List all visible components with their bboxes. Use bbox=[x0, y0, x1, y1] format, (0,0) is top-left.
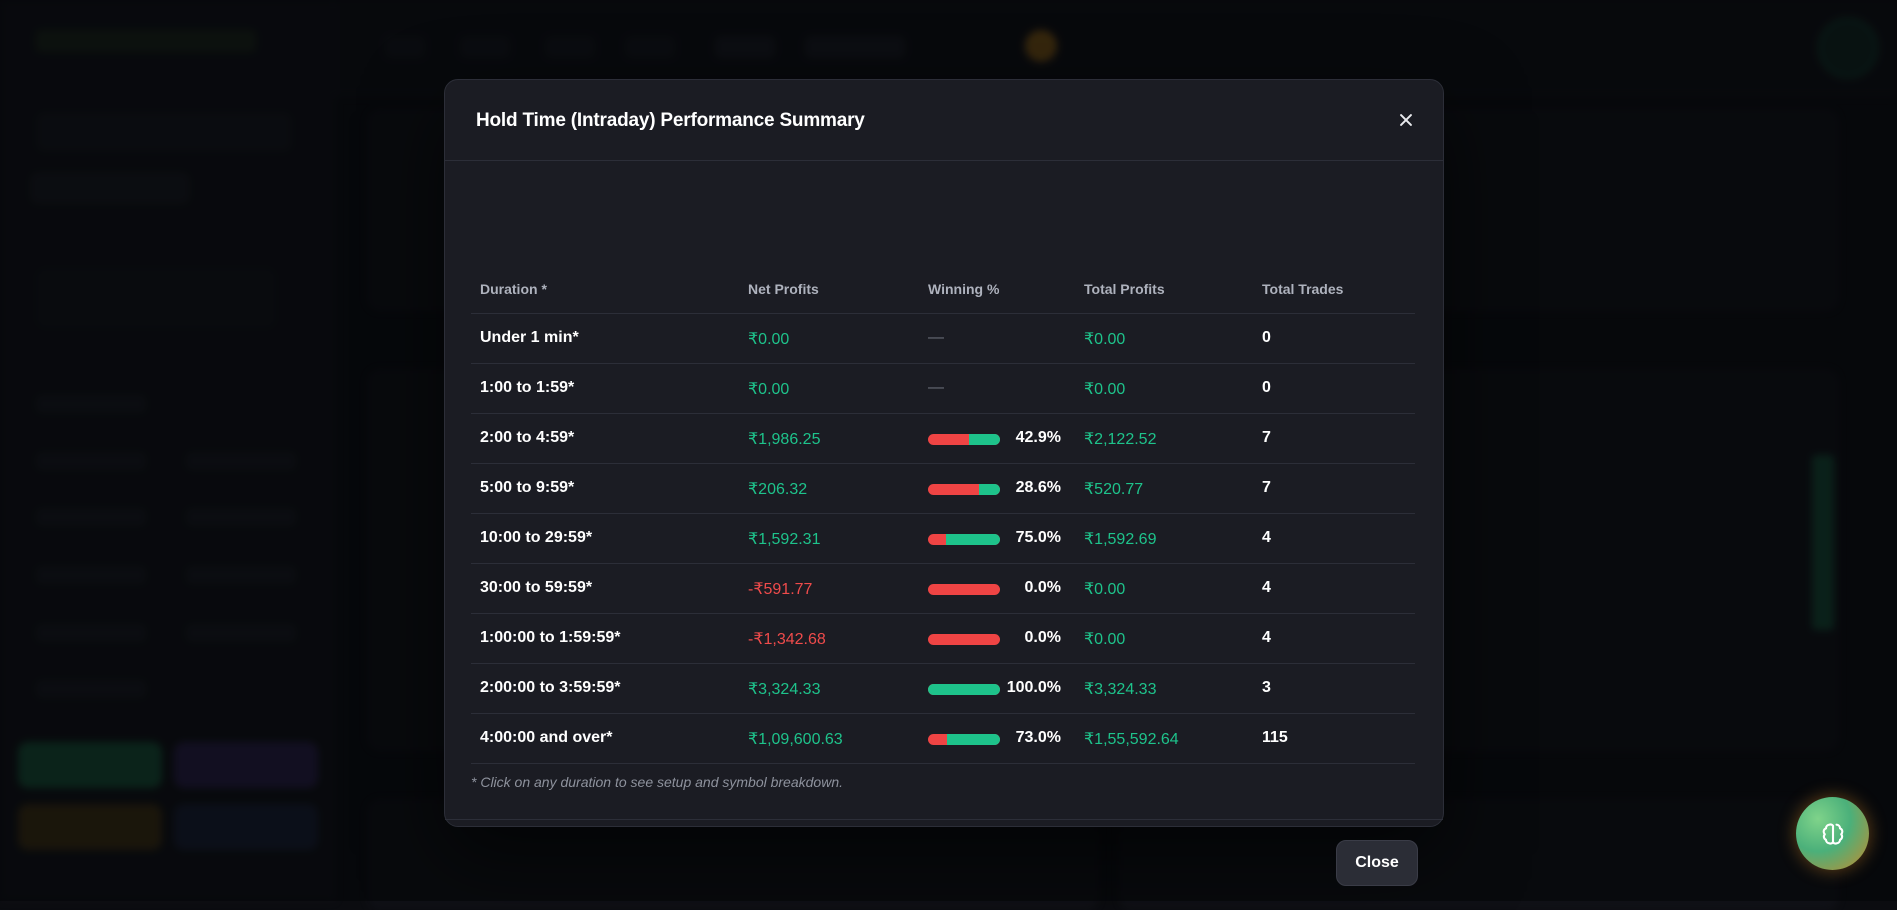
winning-pct-value: 75.0% bbox=[1001, 529, 1061, 547]
net-profits-value: ₹1,986.25 bbox=[748, 429, 820, 449]
total-profits-value: ₹0.00 bbox=[1084, 379, 1125, 399]
footer-divider bbox=[445, 819, 1443, 820]
close-button[interactable]: Close bbox=[1336, 840, 1418, 886]
table-row[interactable]: Under 1 min* ₹0.00 — ₹0.00 0 bbox=[471, 314, 1415, 364]
winning-pct-value: 0.0% bbox=[1001, 629, 1061, 647]
table-row[interactable]: 5:00 to 9:59* ₹206.32 28.6% ₹520.77 7 bbox=[471, 464, 1415, 514]
win-rate-bar bbox=[928, 484, 1000, 495]
table-row[interactable]: 2:00:00 to 3:59:59* ₹3,324.33 100.0% ₹3,324… bbox=[471, 664, 1415, 714]
column-header-winning-pct: Winning % bbox=[928, 281, 999, 297]
duration-link[interactable]: 2:00:00 to 3:59:59* bbox=[480, 679, 621, 697]
modal-header: Hold Time (Intraday) Performance Summary bbox=[445, 80, 1443, 161]
winning-pct-value: 42.9% bbox=[1001, 429, 1061, 447]
total-trades-value: 4 bbox=[1262, 629, 1271, 647]
net-profits-value: -₹591.77 bbox=[748, 579, 812, 599]
total-trades-value: 4 bbox=[1262, 579, 1271, 597]
win-rate-bar bbox=[928, 534, 1000, 545]
win-rate-bar bbox=[928, 734, 1000, 745]
column-header-duration: Duration * bbox=[480, 281, 547, 297]
net-profits-value: ₹1,592.31 bbox=[748, 529, 820, 549]
win-rate-bar-fill bbox=[947, 734, 1000, 745]
table-row[interactable]: 1:00:00 to 1:59:59* -₹1,342.68 0.0% ₹0.00 4 bbox=[471, 614, 1415, 664]
net-profits-value: ₹0.00 bbox=[748, 379, 789, 399]
winning-pct-empty: — bbox=[928, 379, 944, 397]
net-profits-value: ₹0.00 bbox=[748, 329, 789, 349]
win-rate-bar bbox=[928, 634, 1000, 645]
total-profits-value: ₹1,592.69 bbox=[1084, 529, 1156, 549]
net-profits-value: ₹3,324.33 bbox=[748, 679, 820, 699]
winning-pct-value: 0.0% bbox=[1001, 579, 1061, 597]
total-trades-value: 7 bbox=[1262, 429, 1271, 447]
total-profits-value: ₹2,122.52 bbox=[1084, 429, 1156, 449]
duration-link[interactable]: 5:00 to 9:59* bbox=[480, 479, 574, 497]
win-rate-bar-fill bbox=[969, 434, 1000, 445]
column-header-total-profits: Total Profits bbox=[1084, 281, 1165, 297]
total-trades-value: 0 bbox=[1262, 329, 1271, 347]
net-profits-value: ₹1,09,600.63 bbox=[748, 729, 843, 749]
total-profits-value: ₹3,324.33 bbox=[1084, 679, 1156, 699]
table-row[interactable]: 1:00 to 1:59* ₹0.00 — ₹0.00 0 bbox=[471, 364, 1415, 414]
total-trades-value: 0 bbox=[1262, 379, 1271, 397]
total-trades-value: 4 bbox=[1262, 529, 1271, 547]
duration-link[interactable]: 1:00 to 1:59* bbox=[480, 379, 574, 397]
column-header-total-trades: Total Trades bbox=[1262, 281, 1343, 297]
total-profits-value: ₹520.77 bbox=[1084, 479, 1143, 499]
duration-link[interactable]: Under 1 min* bbox=[480, 329, 579, 347]
table-row[interactable]: 2:00 to 4:59* ₹1,986.25 42.9% ₹2,122.52 7 bbox=[471, 414, 1415, 464]
total-profits-value: ₹0.00 bbox=[1084, 329, 1125, 349]
net-profits-value: -₹1,342.68 bbox=[748, 629, 826, 649]
table-row[interactable]: 4:00:00 and over* ₹1,09,600.63 73.0% ₹1,55,… bbox=[471, 714, 1415, 764]
total-profits-value: ₹0.00 bbox=[1084, 579, 1125, 599]
winning-pct-empty: — bbox=[928, 329, 944, 347]
win-rate-bar-fill bbox=[979, 484, 1000, 495]
winning-pct-value: 73.0% bbox=[1001, 729, 1061, 747]
net-profits-value: ₹206.32 bbox=[748, 479, 807, 499]
brain-icon bbox=[1819, 820, 1847, 848]
total-profits-value: ₹0.00 bbox=[1084, 629, 1125, 649]
close-icon[interactable] bbox=[1394, 108, 1418, 132]
hold-time-modal: Hold Time (Intraday) Performance Summary… bbox=[444, 79, 1444, 827]
total-trades-value: 115 bbox=[1262, 729, 1288, 747]
duration-link[interactable]: 10:00 to 29:59* bbox=[480, 529, 592, 547]
total-trades-value: 7 bbox=[1262, 479, 1271, 497]
column-header-net-profits: Net Profits bbox=[748, 281, 819, 297]
modal-title: Hold Time (Intraday) Performance Summary bbox=[476, 110, 865, 132]
win-rate-bar bbox=[928, 584, 1000, 595]
winning-pct-value: 100.0% bbox=[1001, 679, 1061, 697]
ai-assistant-button[interactable] bbox=[1796, 797, 1869, 870]
win-rate-bar bbox=[928, 684, 1000, 695]
duration-link[interactable]: 30:00 to 59:59* bbox=[480, 579, 592, 597]
winning-pct-value: 28.6% bbox=[1001, 479, 1061, 497]
table-header: Duration * Net Profits Winning % Total P… bbox=[471, 264, 1415, 314]
total-profits-value: ₹1,55,592.64 bbox=[1084, 729, 1179, 749]
table-row[interactable]: 10:00 to 29:59* ₹1,592.31 75.0% ₹1,592.69 4 bbox=[471, 514, 1415, 564]
total-trades-value: 3 bbox=[1262, 679, 1271, 697]
footnote: * Click on any duration to see setup and… bbox=[471, 774, 843, 790]
duration-link[interactable]: 1:00:00 to 1:59:59* bbox=[480, 629, 621, 647]
win-rate-bar-fill bbox=[946, 534, 1000, 545]
win-rate-bar bbox=[928, 434, 1000, 445]
table-row[interactable]: 30:00 to 59:59* -₹591.77 0.0% ₹0.00 4 bbox=[471, 564, 1415, 614]
duration-link[interactable]: 4:00:00 and over* bbox=[480, 729, 613, 747]
win-rate-bar-fill bbox=[928, 684, 1000, 695]
duration-link[interactable]: 2:00 to 4:59* bbox=[480, 429, 574, 447]
